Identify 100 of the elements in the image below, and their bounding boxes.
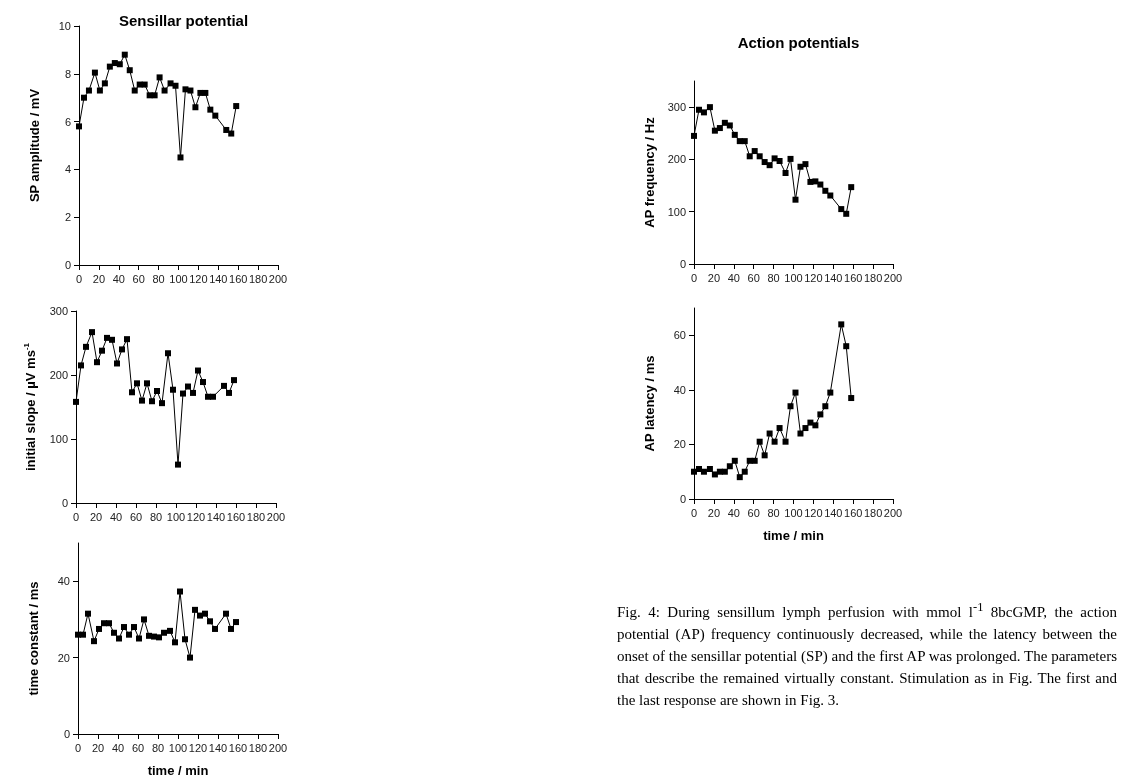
point xyxy=(156,634,162,641)
point xyxy=(792,389,799,396)
point xyxy=(111,629,117,636)
x-tick-label: 200 xyxy=(266,510,286,523)
point xyxy=(212,625,218,632)
x-tick-label: 100 xyxy=(784,271,803,284)
point xyxy=(776,425,783,432)
y-axis-title: time constant / ms xyxy=(26,581,41,696)
point xyxy=(202,89,209,96)
x-tick-label: 0 xyxy=(74,741,82,754)
point xyxy=(195,367,201,374)
point xyxy=(85,610,91,617)
point xyxy=(192,104,199,111)
point xyxy=(167,627,173,634)
point xyxy=(85,87,92,94)
x-tick-label: 60 xyxy=(747,506,760,519)
point xyxy=(838,321,845,328)
x-tick-label: 120 xyxy=(804,506,823,519)
x-tick-label: 0 xyxy=(690,506,698,519)
y-tick-label: 40 xyxy=(673,383,686,396)
x-tick-label: 100 xyxy=(784,506,803,519)
point xyxy=(691,132,697,139)
point xyxy=(106,63,113,70)
x-tick-label: 100 xyxy=(168,741,188,754)
y-tick-label: 10 xyxy=(58,20,71,32)
point xyxy=(192,606,198,613)
y-tick-label: 0 xyxy=(679,493,686,505)
x-tick-label: 80 xyxy=(149,510,163,523)
x-tick-label: 20 xyxy=(92,272,106,285)
point xyxy=(843,210,850,217)
x-tick-label: 140 xyxy=(209,272,228,285)
x-tick-label: 200 xyxy=(883,506,903,519)
x-axis-title: time / min xyxy=(763,528,824,543)
point xyxy=(182,636,188,643)
point xyxy=(116,635,122,642)
point xyxy=(223,610,229,617)
y-axis-title: initial slope / µV ms-1 xyxy=(21,342,38,472)
y-tick-label: 60 xyxy=(673,329,686,342)
point xyxy=(817,411,824,418)
point xyxy=(126,631,132,638)
x-tick-label: 60 xyxy=(131,741,145,754)
point xyxy=(156,74,163,81)
x-tick-label: 180 xyxy=(863,506,883,519)
x-tick-label: 80 xyxy=(151,741,165,754)
caption: Fig. 4: During sensillum lymph perfusion with mmol l$^{-1}$ 8bcGMP, the action potential (AP) frequency continuously decreased, while the latency between the onset of the sensillar potential (SP) and the first AP was prolonged. The parameters that describe the remained virtually constant. Stimulation as in Fig. The first and the last response are shown in Fig. 3. xyxy=(617,599,1118,710)
point xyxy=(134,380,140,387)
x-tick-label: 0 xyxy=(690,271,698,284)
y-tick-label: 100 xyxy=(49,433,68,445)
y-tick-label: 0 xyxy=(64,259,71,271)
point xyxy=(109,336,115,343)
y-tick-label: 2 xyxy=(64,211,71,224)
point xyxy=(78,362,84,369)
x-tick-label: 160 xyxy=(228,741,248,754)
point xyxy=(706,104,713,111)
y-axis-title: AP frequency / Hz xyxy=(642,116,657,228)
x-tick-label: 200 xyxy=(268,741,288,754)
x-tick-label: 60 xyxy=(132,272,145,285)
point xyxy=(80,94,87,101)
y-tick-label: 200 xyxy=(49,369,68,381)
y-axis-title: AP latency / ms xyxy=(642,355,657,452)
point xyxy=(91,638,97,645)
point xyxy=(124,336,130,343)
point xyxy=(802,425,809,432)
point xyxy=(180,390,186,397)
point xyxy=(83,343,89,350)
point xyxy=(766,430,773,437)
point xyxy=(119,346,125,353)
point xyxy=(177,588,183,595)
x-tick-label: 180 xyxy=(248,272,268,285)
x-tick-label: 80 xyxy=(152,272,165,285)
point xyxy=(131,87,138,94)
point xyxy=(116,61,123,68)
point xyxy=(210,393,216,400)
x-tick-label: 140 xyxy=(206,510,226,523)
point xyxy=(149,398,155,405)
point xyxy=(121,51,128,58)
point xyxy=(172,639,178,646)
point xyxy=(106,620,112,627)
point xyxy=(202,610,208,617)
point xyxy=(136,635,142,642)
point xyxy=(771,438,778,445)
point xyxy=(80,631,86,638)
y-tick-label: 4 xyxy=(64,163,71,176)
point xyxy=(223,126,230,133)
point xyxy=(221,382,227,389)
point xyxy=(756,153,763,160)
point xyxy=(700,468,707,475)
point xyxy=(726,122,733,129)
point xyxy=(817,181,824,188)
point xyxy=(131,624,137,631)
point xyxy=(172,82,179,89)
x-tick-label: 80 xyxy=(767,271,780,284)
point xyxy=(212,112,219,119)
y-tick-label: 200 xyxy=(667,153,686,166)
x-tick-label: 100 xyxy=(166,510,186,523)
point xyxy=(741,138,748,145)
point xyxy=(207,618,213,625)
point xyxy=(101,80,108,87)
point xyxy=(822,403,829,410)
x-tick-label: 120 xyxy=(188,741,208,754)
